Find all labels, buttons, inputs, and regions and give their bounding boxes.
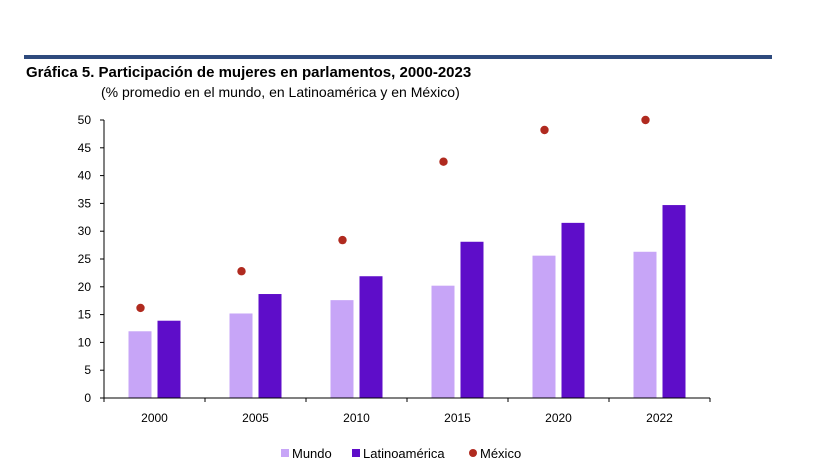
- bar-latinoamérica-2022: [662, 205, 686, 398]
- x-tick-label: 2005: [242, 411, 269, 425]
- legend-label-mexico: México: [480, 446, 521, 461]
- chart-subtitle: (% promedio en el mundo, en Latinoaméric…: [101, 84, 460, 100]
- bar-mundo-2015: [431, 285, 455, 398]
- y-tick-label: 45: [78, 141, 92, 155]
- x-tick-label: 2000: [141, 411, 168, 425]
- y-tick-label: 50: [78, 113, 92, 127]
- x-tick-label: 2015: [444, 411, 471, 425]
- x-tick-label: 2020: [545, 411, 572, 425]
- legend-swatch-latinoamerica: [352, 449, 360, 457]
- x-tick-label: 2010: [343, 411, 370, 425]
- bar-latinoamérica-2020: [561, 222, 585, 398]
- y-tick-label: 40: [78, 169, 92, 183]
- header-rule: [24, 55, 772, 59]
- legend-label-mundo: Mundo: [292, 446, 332, 461]
- points-layer: [136, 115, 650, 313]
- y-tick-label: 5: [84, 363, 91, 377]
- bar-mundo-2000: [128, 331, 152, 398]
- point-mexico-2020: [540, 125, 549, 135]
- legend-swatch-mundo: [281, 449, 289, 457]
- bar-mundo-2010: [330, 300, 354, 398]
- axes-layer: 2000 2005 2010 2015 2020 2022 0 5 10 15 20 25 30 35 40…: [78, 113, 711, 425]
- point-mexico-2010: [338, 235, 347, 245]
- bars-layer: [128, 205, 686, 398]
- point-mexico-2022: [641, 115, 650, 125]
- y-tick-label: 35: [78, 196, 92, 210]
- legend: Mundo Latinoamérica México: [281, 446, 521, 461]
- y-tick-label: 20: [78, 280, 92, 294]
- x-tick-label: 2022: [646, 411, 673, 425]
- bar-mundo-2020: [532, 255, 556, 398]
- bar-latinoamérica-2000: [157, 320, 181, 398]
- bar-latinoamérica-2010: [359, 276, 383, 398]
- y-tick-label: 25: [78, 252, 92, 266]
- point-mexico-2015: [439, 157, 448, 166]
- legend-label-latinoamerica: Latinoamérica: [363, 446, 445, 461]
- point-mexico-2005: [237, 267, 246, 276]
- y-tick-label: 0: [84, 391, 91, 405]
- point-mexico-2000: [136, 303, 145, 313]
- bar-latinoamérica-2015: [460, 241, 484, 398]
- bar-mundo-2005: [229, 313, 253, 398]
- legend-swatch-mexico: [469, 449, 477, 457]
- y-tick-label: 15: [78, 308, 92, 322]
- chart-title: Gráfica 5. Participación de mujeres en p…: [26, 64, 472, 81]
- y-tick-label: 10: [78, 335, 92, 349]
- bar-mundo-2022: [633, 251, 657, 398]
- bar-latinoamérica-2005: [258, 294, 282, 398]
- y-tick-label: 30: [78, 224, 92, 238]
